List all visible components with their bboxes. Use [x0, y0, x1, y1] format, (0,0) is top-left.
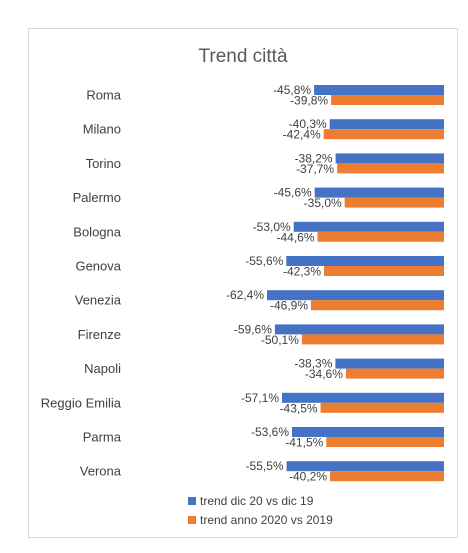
bar-trend-dic: [335, 358, 444, 369]
bar-trend-anno: [311, 300, 444, 311]
data-label: -53,6%: [251, 425, 289, 439]
bar-trend-dic: [329, 119, 444, 130]
bar-trend-dic: [267, 290, 444, 301]
bar-trend-dic: [292, 427, 444, 437]
category-label: Napoli: [84, 361, 121, 376]
data-label: -40,3%: [289, 117, 327, 131]
data-label: -55,6%: [245, 254, 283, 268]
bar-trend-anno: [320, 402, 444, 413]
data-label: -39,8%: [290, 94, 328, 108]
data-label: -53,0%: [253, 220, 291, 234]
data-label: -34,6%: [305, 367, 343, 381]
bar-trend-anno: [323, 129, 444, 140]
bar-trend-anno: [326, 437, 444, 447]
bar-trend-anno: [331, 95, 444, 105]
bar-trend-dic: [335, 153, 444, 164]
category-label: Palermo: [73, 190, 121, 205]
data-label: -35,0%: [304, 196, 342, 210]
data-label: -38,2%: [295, 151, 333, 165]
bar-trend-anno: [337, 163, 444, 174]
category-label: Milano: [83, 122, 121, 137]
bar-trend-dic: [314, 85, 444, 95]
category-label: Genova: [75, 259, 121, 274]
legend-swatch: [188, 516, 196, 524]
data-label: -42,3%: [283, 265, 321, 279]
category-label: Roma: [86, 88, 121, 103]
data-label: -45,6%: [274, 186, 312, 200]
data-label: -38,3%: [294, 357, 332, 371]
bar-trend-dic: [286, 256, 444, 266]
data-label: -57,1%: [241, 391, 279, 405]
bar-trend-anno: [324, 266, 444, 276]
bar-trend-dic: [286, 461, 444, 472]
category-label: Firenze: [78, 327, 121, 342]
bar-trend-dic: [282, 392, 444, 403]
data-label: -44,6%: [276, 230, 314, 244]
data-label: -37,7%: [296, 162, 334, 176]
data-label: -50,1%: [261, 333, 299, 347]
bar-trend-anno: [344, 197, 444, 208]
data-label: -45,8%: [273, 83, 311, 97]
bars-group: Roma -45,8%-39,8% Milano -40,3%-42,4% Torino…: [41, 83, 444, 484]
data-label: -42,4%: [283, 128, 321, 142]
data-label: -40,2%: [289, 470, 327, 484]
category-label: Torino: [86, 156, 121, 171]
legend-label: trend anno 2020 vs 2019: [200, 513, 333, 527]
legend: trend dic 20 vs dic 19 trend anno 2020 vs…: [188, 494, 333, 527]
bar-trend-dic: [274, 324, 444, 335]
data-label: -43,5%: [280, 401, 318, 415]
data-label: -59,6%: [234, 322, 272, 336]
data-label: -46,9%: [270, 299, 308, 313]
category-label: Venezia: [75, 293, 122, 308]
chart-frame: [28, 28, 458, 538]
bar-trend-dic: [314, 187, 444, 198]
legend-label: trend dic 20 vs dic 19: [200, 494, 314, 508]
bar-trend-anno: [317, 231, 444, 242]
bar-trend-anno: [345, 368, 444, 379]
legend-swatch: [188, 497, 196, 505]
data-label: -41,5%: [285, 436, 323, 450]
data-label: -62,4%: [226, 288, 264, 302]
data-label: -55,5%: [246, 459, 284, 473]
category-label: Verona: [80, 464, 122, 479]
chart-title: Trend città: [198, 46, 287, 67]
category-label: Bologna: [73, 224, 121, 239]
bar-trend-anno: [301, 334, 444, 345]
category-label: Parma: [83, 430, 122, 445]
bar-trend-dic: [293, 221, 444, 232]
category-label: Reggio Emilia: [41, 395, 122, 410]
bar-trend-anno: [330, 471, 444, 482]
